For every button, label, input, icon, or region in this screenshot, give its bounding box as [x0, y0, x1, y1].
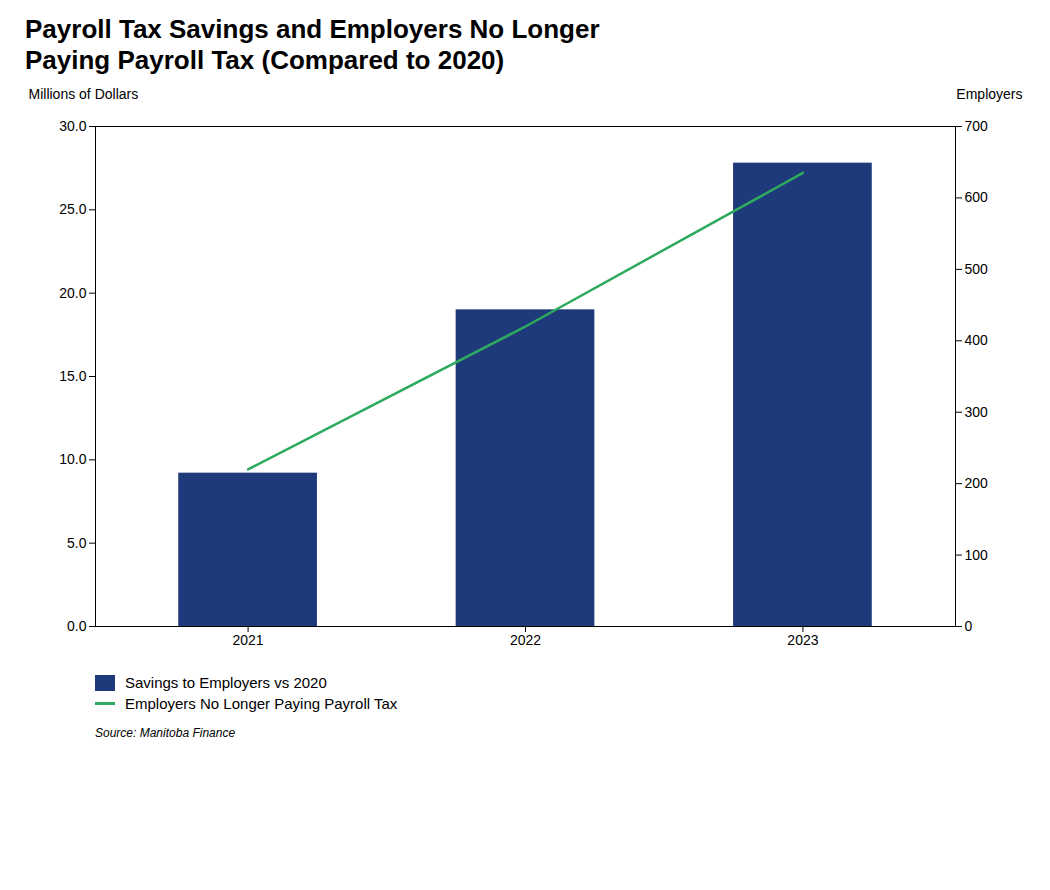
- html-text:Employers No Longer Paying Pay: Employers No Longer Paying Payroll Tax: [125, 695, 398, 713]
- svg-text:Millions of Dollars: Millions of Dollars: [29, 87, 139, 103]
- svg-text:300: 300: [965, 404, 989, 420]
- svg-text:2023: 2023: [787, 633, 818, 649]
- svg-text:600: 600: [965, 190, 989, 206]
- svg-text:10.0: 10.0: [59, 452, 86, 468]
- svg-text:0: 0: [965, 618, 973, 634]
- svg-text:400: 400: [965, 333, 989, 349]
- svg-text:30.0: 30.0: [59, 118, 86, 134]
- svg-text:2022: 2022: [510, 633, 541, 649]
- svg-text:100: 100: [965, 547, 989, 563]
- svg-text:5.0: 5.0: [67, 535, 87, 551]
- svg-text:0.0: 0.0: [67, 618, 87, 634]
- svg-text:25.0: 25.0: [59, 202, 86, 218]
- svg-text:2021: 2021: [233, 633, 264, 649]
- svg-text:Employers: Employers: [956, 87, 1022, 103]
- svg-text:15.0: 15.0: [59, 368, 86, 384]
- svg-text:700: 700: [965, 118, 989, 134]
- html-text:Savings to Employers vs 2020: Savings to Employers vs 2020: [125, 674, 327, 692]
- html-text:Payroll Tax Savings and Employ: Payroll Tax Savings and Employers No Lon…: [25, 14, 600, 76]
- html-text:Source: Manitoba Finance: Source: Manitoba Finance: [95, 726, 236, 741]
- svg-text:200: 200: [965, 475, 989, 491]
- svg-text:20.0: 20.0: [59, 285, 86, 301]
- svg-text:500: 500: [965, 261, 989, 277]
